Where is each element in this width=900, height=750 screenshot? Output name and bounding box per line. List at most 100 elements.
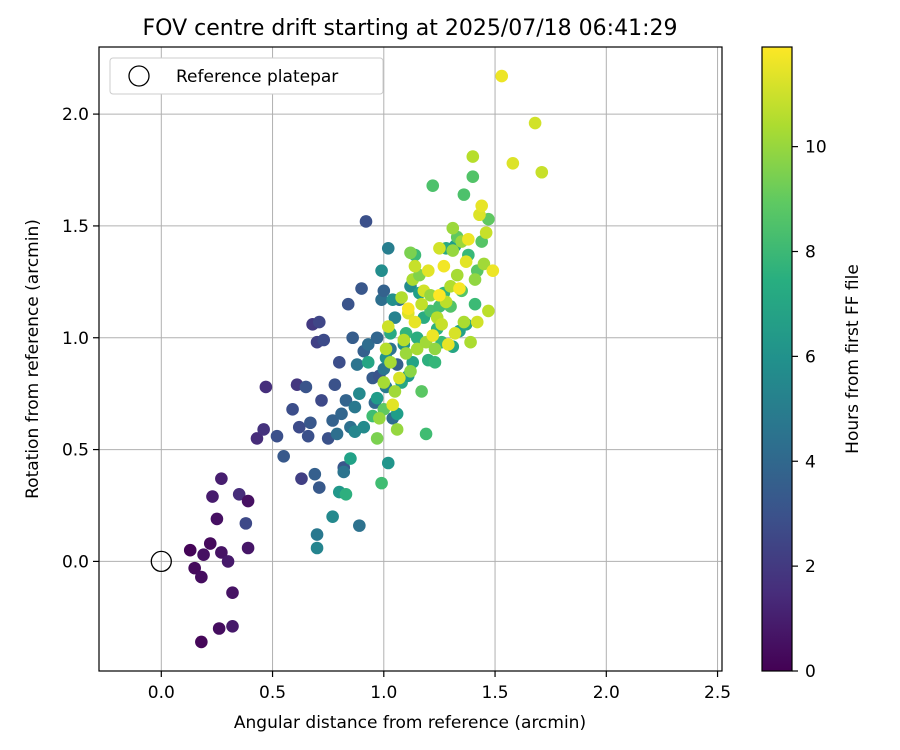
data-point [470,315,484,329]
data-point [203,537,217,550]
data-point [528,116,542,130]
y-tick-label: 0.0 [62,552,89,572]
data-point [315,394,328,407]
data-point [377,376,391,389]
data-point [277,449,290,463]
data-point [339,394,353,407]
data-point [270,429,284,443]
y-tick-label: 1.0 [62,329,89,349]
data-point [415,297,428,311]
data-point [353,519,366,532]
data-point [346,331,359,345]
chart-title: FOV centre drift starting at 2025/07/18 … [143,16,678,41]
data-point [446,221,460,235]
data-point [304,416,317,430]
data-point [312,315,326,329]
y-axis-ticks: 0.0 0.5 1.0 1.5 2.0 [62,105,99,572]
data-point [428,342,442,356]
data-point [259,380,273,394]
data-point [215,472,228,485]
data-point [453,282,466,295]
legend-reference-marker [128,65,150,87]
data-point [361,356,375,369]
legend-box [109,57,384,95]
colorbar-label: Hours from first FF file [843,264,863,454]
data-point [308,467,322,481]
data-point [450,268,464,282]
data-point [359,215,373,228]
data-point [381,320,395,333]
data-point [333,356,346,369]
data-point [404,365,417,378]
data-point [462,233,475,246]
data-point [301,429,315,443]
data-point [299,380,313,394]
data-point [426,329,440,342]
data-point [197,548,210,561]
data-point [475,199,489,213]
plot-frame [98,46,723,672]
data-point [384,356,397,369]
data-point [188,561,201,575]
data-point [226,586,239,600]
data-point [375,264,388,277]
data-point [335,407,348,421]
data-point [377,284,391,298]
data-point [355,282,368,295]
data-point [435,318,448,331]
y-tick-label: 2.0 [62,105,89,125]
data-point [457,315,471,329]
data-point [466,150,480,163]
data-point [401,302,415,315]
data-point [239,517,253,530]
data-point [330,427,344,441]
data-point [250,432,264,445]
x-axis-ticks: 0.0 0.5 1.0 1.5 2.0 2.5 [148,671,731,703]
data-point [404,246,417,260]
data-point [373,411,386,425]
data-point [535,165,549,179]
data-point [353,387,366,400]
colorbar-tick-label: 4 [805,452,816,472]
colorbar-tick-label: 10 [805,138,827,158]
data-point [312,481,326,494]
data-point [459,255,473,269]
data-point [479,226,493,239]
data-point [486,264,500,277]
data-point [195,635,208,649]
x-axis-label: Angular distance from reference (arcmin) [234,713,586,733]
data-point [341,297,355,311]
data-point [477,257,491,271]
data-point [241,494,255,508]
data-point [226,619,239,633]
data-point [393,371,406,385]
data-point [426,179,440,192]
x-tick-label: 0.5 [259,683,286,703]
data-point [399,347,413,360]
data-point [232,488,246,501]
data-point [339,488,353,501]
data-point [206,490,219,503]
data-point [221,555,235,568]
data-point [370,391,384,405]
data-point [437,259,451,273]
reference-marker [150,550,172,573]
grid-lines [99,47,722,671]
data-point [433,288,446,302]
data-point [212,622,226,635]
colorbar: 0 2 4 6 8 10 Hours from first FF file [761,46,863,682]
data-point [506,157,520,170]
data-point [326,414,339,427]
data-point [381,241,395,255]
y-axis-label: Rotation from reference (arcmin) [23,219,43,499]
data-point [215,546,228,559]
y-tick-label: 1.5 [62,217,89,237]
colorbar-tick-label: 8 [805,243,816,263]
data-point [328,378,342,392]
data-point [448,326,462,340]
data-points [183,69,549,649]
data-point [466,170,480,184]
y-tick-label: 0.5 [62,441,89,461]
data-point [357,420,371,434]
data-point [408,259,422,273]
